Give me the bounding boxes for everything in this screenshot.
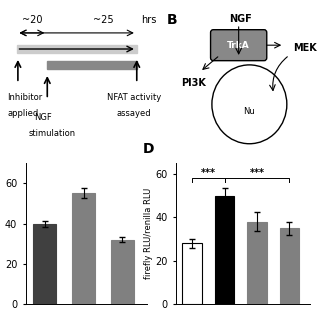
- Text: MEK: MEK: [293, 43, 317, 53]
- Text: ***: ***: [250, 168, 264, 178]
- Text: PI3K: PI3K: [181, 78, 206, 88]
- Text: Inhibitor: Inhibitor: [7, 93, 43, 102]
- Text: B: B: [166, 13, 177, 27]
- Bar: [72, 193, 95, 304]
- Bar: [215, 196, 234, 304]
- Bar: [33, 224, 57, 304]
- FancyArrow shape: [17, 45, 137, 53]
- Bar: [280, 228, 299, 304]
- Text: ~25: ~25: [93, 15, 114, 25]
- Bar: [247, 222, 267, 304]
- Text: TrkA: TrkA: [227, 41, 250, 50]
- Text: ***: ***: [201, 168, 216, 178]
- Text: hrs: hrs: [141, 15, 156, 25]
- Text: D: D: [142, 142, 154, 156]
- FancyArrow shape: [47, 61, 137, 69]
- Text: ~20: ~20: [22, 15, 42, 25]
- Y-axis label: firefly RLU/renilla RLU: firefly RLU/renilla RLU: [143, 188, 153, 279]
- Text: applied: applied: [7, 109, 38, 118]
- Bar: [182, 243, 202, 304]
- Text: NGF: NGF: [34, 113, 52, 122]
- Text: stimulation: stimulation: [28, 130, 76, 139]
- Text: Nu: Nu: [244, 107, 255, 116]
- Text: NFAT activity: NFAT activity: [108, 93, 162, 102]
- FancyBboxPatch shape: [211, 30, 267, 61]
- Text: NGF: NGF: [228, 14, 252, 24]
- Text: assayed: assayed: [117, 109, 151, 118]
- Bar: [110, 240, 134, 304]
